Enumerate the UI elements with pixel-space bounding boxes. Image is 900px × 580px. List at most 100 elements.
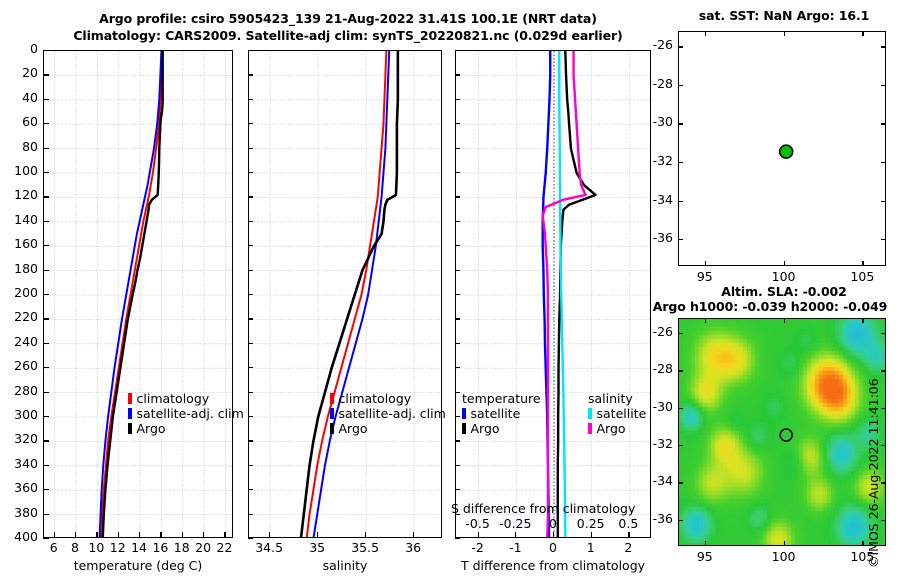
latitude-tick-label: -36 [652,510,673,526]
latitude-tick-mark [881,84,886,87]
depth-tick-label: 300 [14,407,38,422]
depth-tick-mark [43,464,49,466]
depth-tick-label: 80 [22,138,38,154]
depth-tick-mark [43,367,49,369]
longitude-tick-label: 100 [771,269,796,284]
longitude-tick-mark [783,31,785,36]
longitude-tick-mark [862,318,864,323]
page-title-line2: Climatology: CARS2009. Satellite-adj cli… [73,28,623,43]
depth-tick-mark [248,245,253,247]
latitude-tick-mark [881,161,886,164]
temperature-tick-label: 16 [152,540,169,555]
depth-tick-mark [248,98,253,100]
depth-tick-mark [43,50,49,52]
latitude-tick-mark [678,123,683,125]
temperature-tick-mark [224,532,226,538]
legend-label: satellite-adj. clim [136,406,244,421]
depth-tick-mark [455,513,460,515]
temperature-tick-label: 14 [131,540,148,555]
s-difference-tick-label: 0.5 [618,516,639,531]
legend-label: satellite [470,406,521,421]
depth-tick-mark [455,269,460,271]
depth-tick-mark [248,489,253,491]
salinity-tick-label: 35.5 [351,540,380,555]
depth-tick-mark [455,391,460,393]
temperature-legend: climatology satellite-adj. clim Argo [128,391,244,436]
t-difference-tick-mark [515,532,517,538]
latitude-tick-label: -34 [652,473,673,489]
legend-item-satellite-adj: satellite-adj. clim [330,406,446,421]
legend-item-salinity-argo: Argo [588,421,646,436]
depth-tick-label: 20 [22,65,38,81]
legend-item-temperature-argo: Argo [462,421,541,436]
depth-tick-mark [455,220,460,222]
depth-tick-mark [43,318,49,320]
latitude-tick-mark [678,84,683,87]
latitude-tick-mark [678,519,683,522]
legend-label: Argo [470,421,500,436]
depth-tick-mark [248,367,253,369]
legend-item-argo: Argo [128,421,244,436]
legend-item-temperature-satellite: satellite [462,406,541,421]
depth-tick-mark [43,294,49,296]
latitude-tick-mark [881,407,886,409]
latitude-tick-mark [881,370,886,372]
depth-tick-mark [43,123,49,125]
legend-item-climatology: climatology [330,391,446,406]
salinity-legend: climatology satellite-adj. clim Argo [330,391,446,436]
salinity-tick-label: 34.5 [255,540,284,555]
temperature-tick-label: 10 [88,540,105,555]
depth-tick-mark [248,196,253,198]
latitude-tick-mark [881,482,886,484]
depth-tick-mark [248,50,253,52]
latitude-tick-mark [678,161,683,164]
depth-tick-mark [455,416,460,418]
legend-label: satellite-adj. clim [338,406,446,421]
depth-tick-label: 100 [14,163,38,178]
temperature-tick-mark [181,532,183,538]
longitude-tick-label: 105 [850,269,875,284]
legend-label: Argo [136,421,166,436]
depth-tick-mark [43,391,49,393]
depth-tick-mark [455,294,460,296]
salinity-tick-label: 36 [405,540,422,555]
altimetry-title-line2: Argo h1000: -0.039 h2000: -0.049 [652,299,888,314]
depth-tick-label: 280 [14,382,38,398]
depth-tick-mark [43,147,49,149]
temperature-tick-label: 6 [49,540,58,555]
longitude-tick-mark [704,541,706,546]
depth-tick-mark [455,464,460,466]
depth-tick-mark [43,538,49,540]
t-difference-tick-mark [477,532,479,538]
latitude-tick-mark [678,332,683,335]
depth-tick-mark [43,513,49,515]
depth-tick-mark [248,74,253,76]
depth-tick-label: 120 [14,187,38,203]
salinity-axis-label: salinity [322,558,368,573]
depth-tick-mark [455,50,460,52]
depth-tick-label: 320 [14,431,38,447]
altimetry-map-panel [678,318,886,546]
temperature-tick-label: 18 [173,540,190,555]
depth-tick-mark [455,367,460,369]
temperature-tick-mark [160,532,162,538]
argo-color-swatch [128,423,132,434]
latitude-tick-label: -28 [652,75,673,91]
longitude-tick-mark [862,31,864,36]
legend-item-climatology: climatology [128,391,244,406]
depth-tick-label: 160 [14,236,38,252]
legend-label: Argo [596,421,626,436]
t-difference-tick-label: -1 [509,540,522,555]
depth-tick-label: 220 [14,309,38,325]
depth-tick-mark [43,440,49,442]
temperature-tick-mark [75,532,77,538]
depth-tick-label: 260 [14,358,38,374]
latitude-tick-label: -30 [652,114,673,130]
sst-map-title: sat. SST: NaN Argo: 16.1 [698,8,870,23]
latitude-tick-mark [881,332,886,335]
depth-tick-label: 400 [14,529,38,544]
temperature-tick-mark [203,532,205,538]
latitude-tick-mark [881,445,886,447]
depth-tick-mark [455,172,460,174]
temperature-tick-label: 20 [195,540,212,555]
